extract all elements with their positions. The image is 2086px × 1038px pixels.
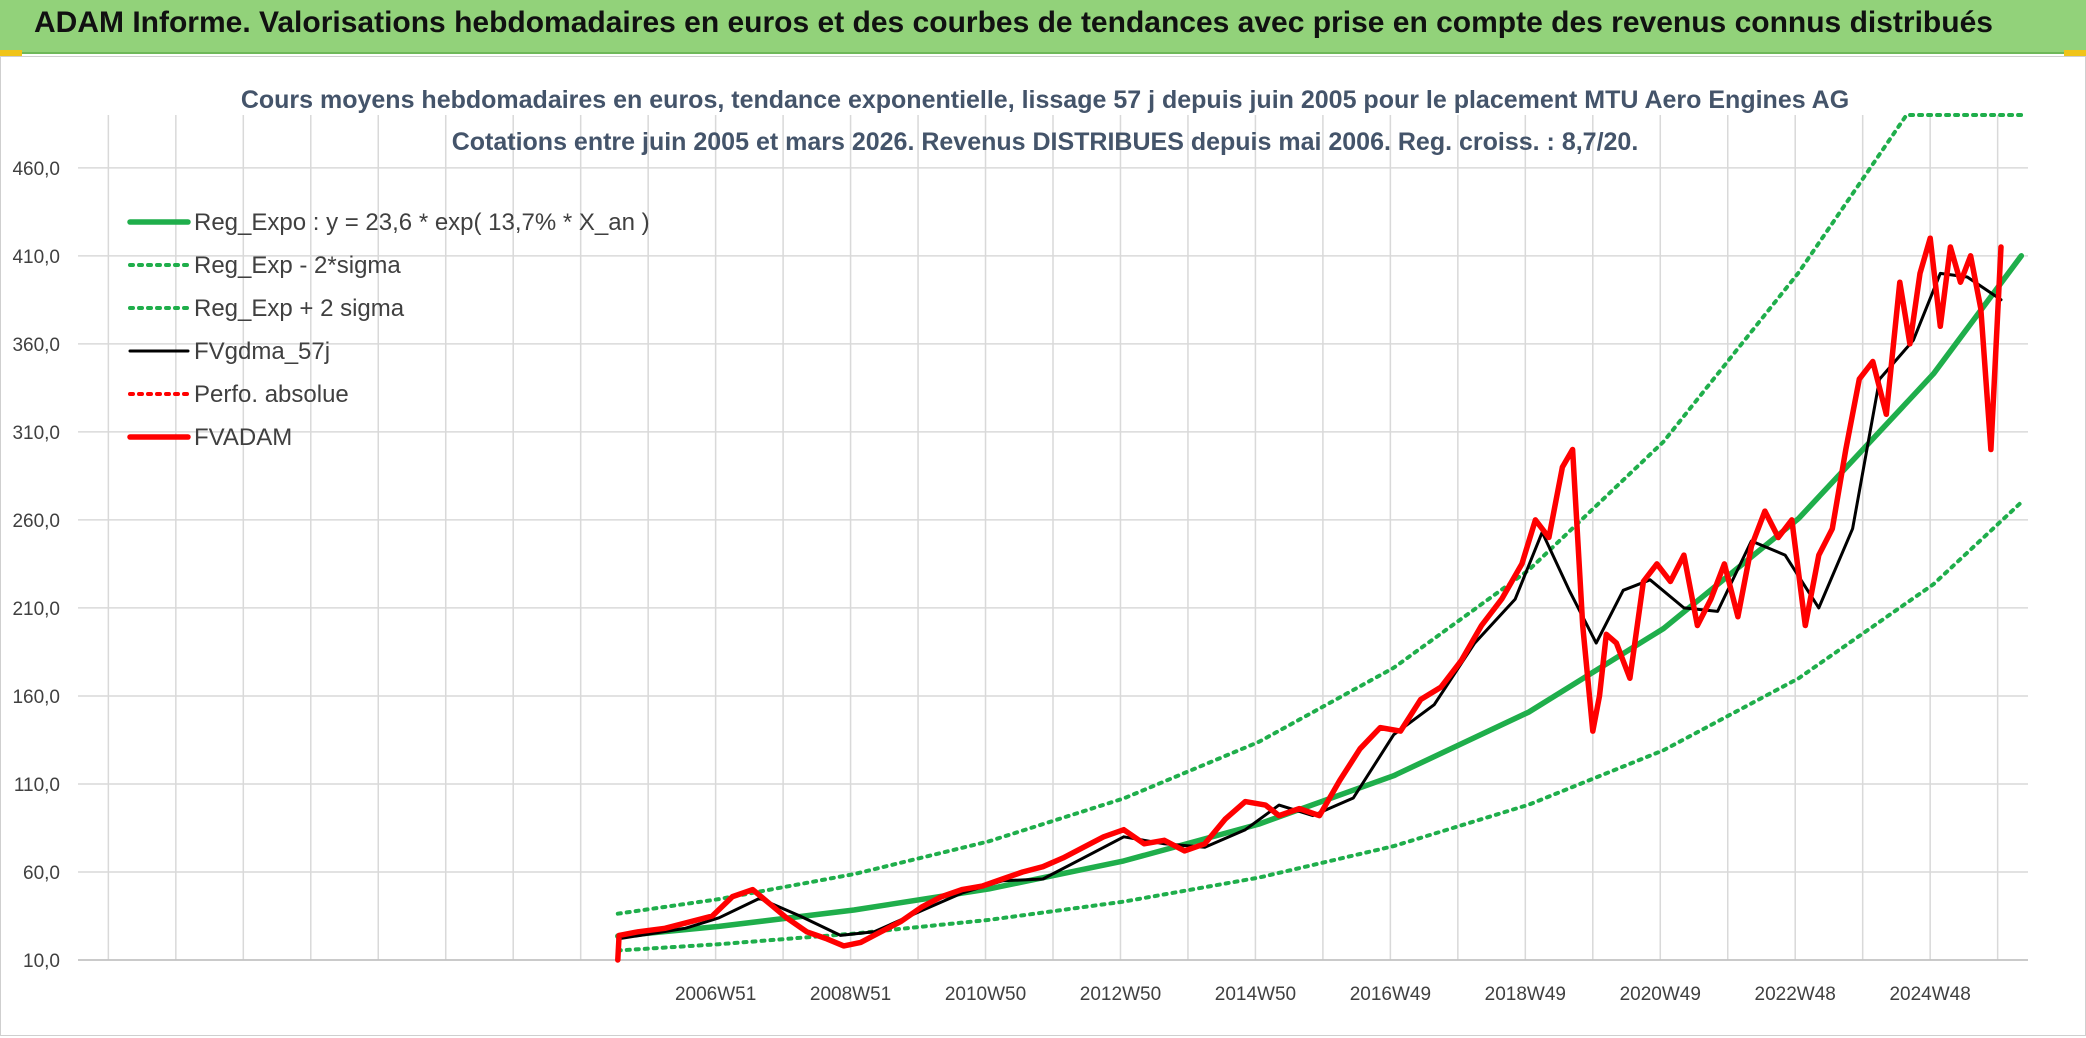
y-tick-label: 110,0 <box>14 775 60 796</box>
y-tick-label: 260,0 <box>12 511 60 532</box>
series-line <box>615 235 2004 963</box>
x-tick-label: 2010W50 <box>945 984 1026 1005</box>
legend-label: Perfo. absolue <box>194 381 349 408</box>
x-tick-label: 2022W48 <box>1755 984 1836 1005</box>
chart-title: Cours moyens hebdomadaires en euros, ten… <box>241 86 1849 114</box>
legend-label: FVADAM <box>194 424 292 451</box>
x-tick-label: 2012W50 <box>1080 984 1161 1005</box>
x-axis: 2006W51 2008W51 2010W50 2012W50 2014W50 2016W… <box>675 984 1971 1005</box>
y-tick-label: 410,0 <box>12 247 60 268</box>
legend-label: Reg_Exp + 2 sigma <box>194 295 405 322</box>
legend-label: FVgdma_57j <box>194 338 330 365</box>
legend-label: Reg_Expo : y = 23,6 * exp( 13,7% * X_an … <box>194 209 650 236</box>
x-tick-label: 2016W49 <box>1350 984 1431 1005</box>
x-tick-label: 2024W48 <box>1889 984 1970 1005</box>
y-tick-label: 210,0 <box>12 599 60 620</box>
banner-accent-right <box>2064 50 2086 56</box>
y-tick-label: 10,0 <box>23 951 60 972</box>
y-axis: 10,0 60,0 110,0 160,0 210,0 260,0 310,0 360,0 41… <box>12 159 60 972</box>
x-tick-label: 2008W51 <box>810 984 891 1005</box>
y-tick-label: 460,0 <box>12 159 60 180</box>
series-line <box>615 500 2024 953</box>
legend-label: Reg_Exp - 2*sigma <box>194 252 401 279</box>
y-tick-label: 60,0 <box>23 863 60 884</box>
x-tick-label: 2006W51 <box>675 984 756 1005</box>
x-tick-label: 2020W49 <box>1620 984 1701 1005</box>
series-line <box>616 271 2003 941</box>
x-tick-label: 2018W49 <box>1485 984 1566 1005</box>
report-title: ADAM Informe. Valorisations hebdomadaire… <box>34 6 1993 39</box>
report-banner: ADAM Informe. Valorisations hebdomadaire… <box>0 0 2086 54</box>
chart-subtitle: Cotations entre juin 2005 et mars 2026. … <box>452 128 1639 156</box>
grid <box>78 115 2028 961</box>
x-tick-label: 2014W50 <box>1215 984 1296 1005</box>
series-line <box>615 113 2024 916</box>
y-tick-label: 310,0 <box>12 423 60 444</box>
legend: Reg_Expo : y = 23,6 * exp( 13,7% * X_an … <box>127 209 650 451</box>
y-tick-label: 360,0 <box>12 335 60 356</box>
banner-accent-left <box>0 50 22 56</box>
y-tick-label: 160,0 <box>12 687 60 708</box>
series-lines <box>615 113 2025 963</box>
